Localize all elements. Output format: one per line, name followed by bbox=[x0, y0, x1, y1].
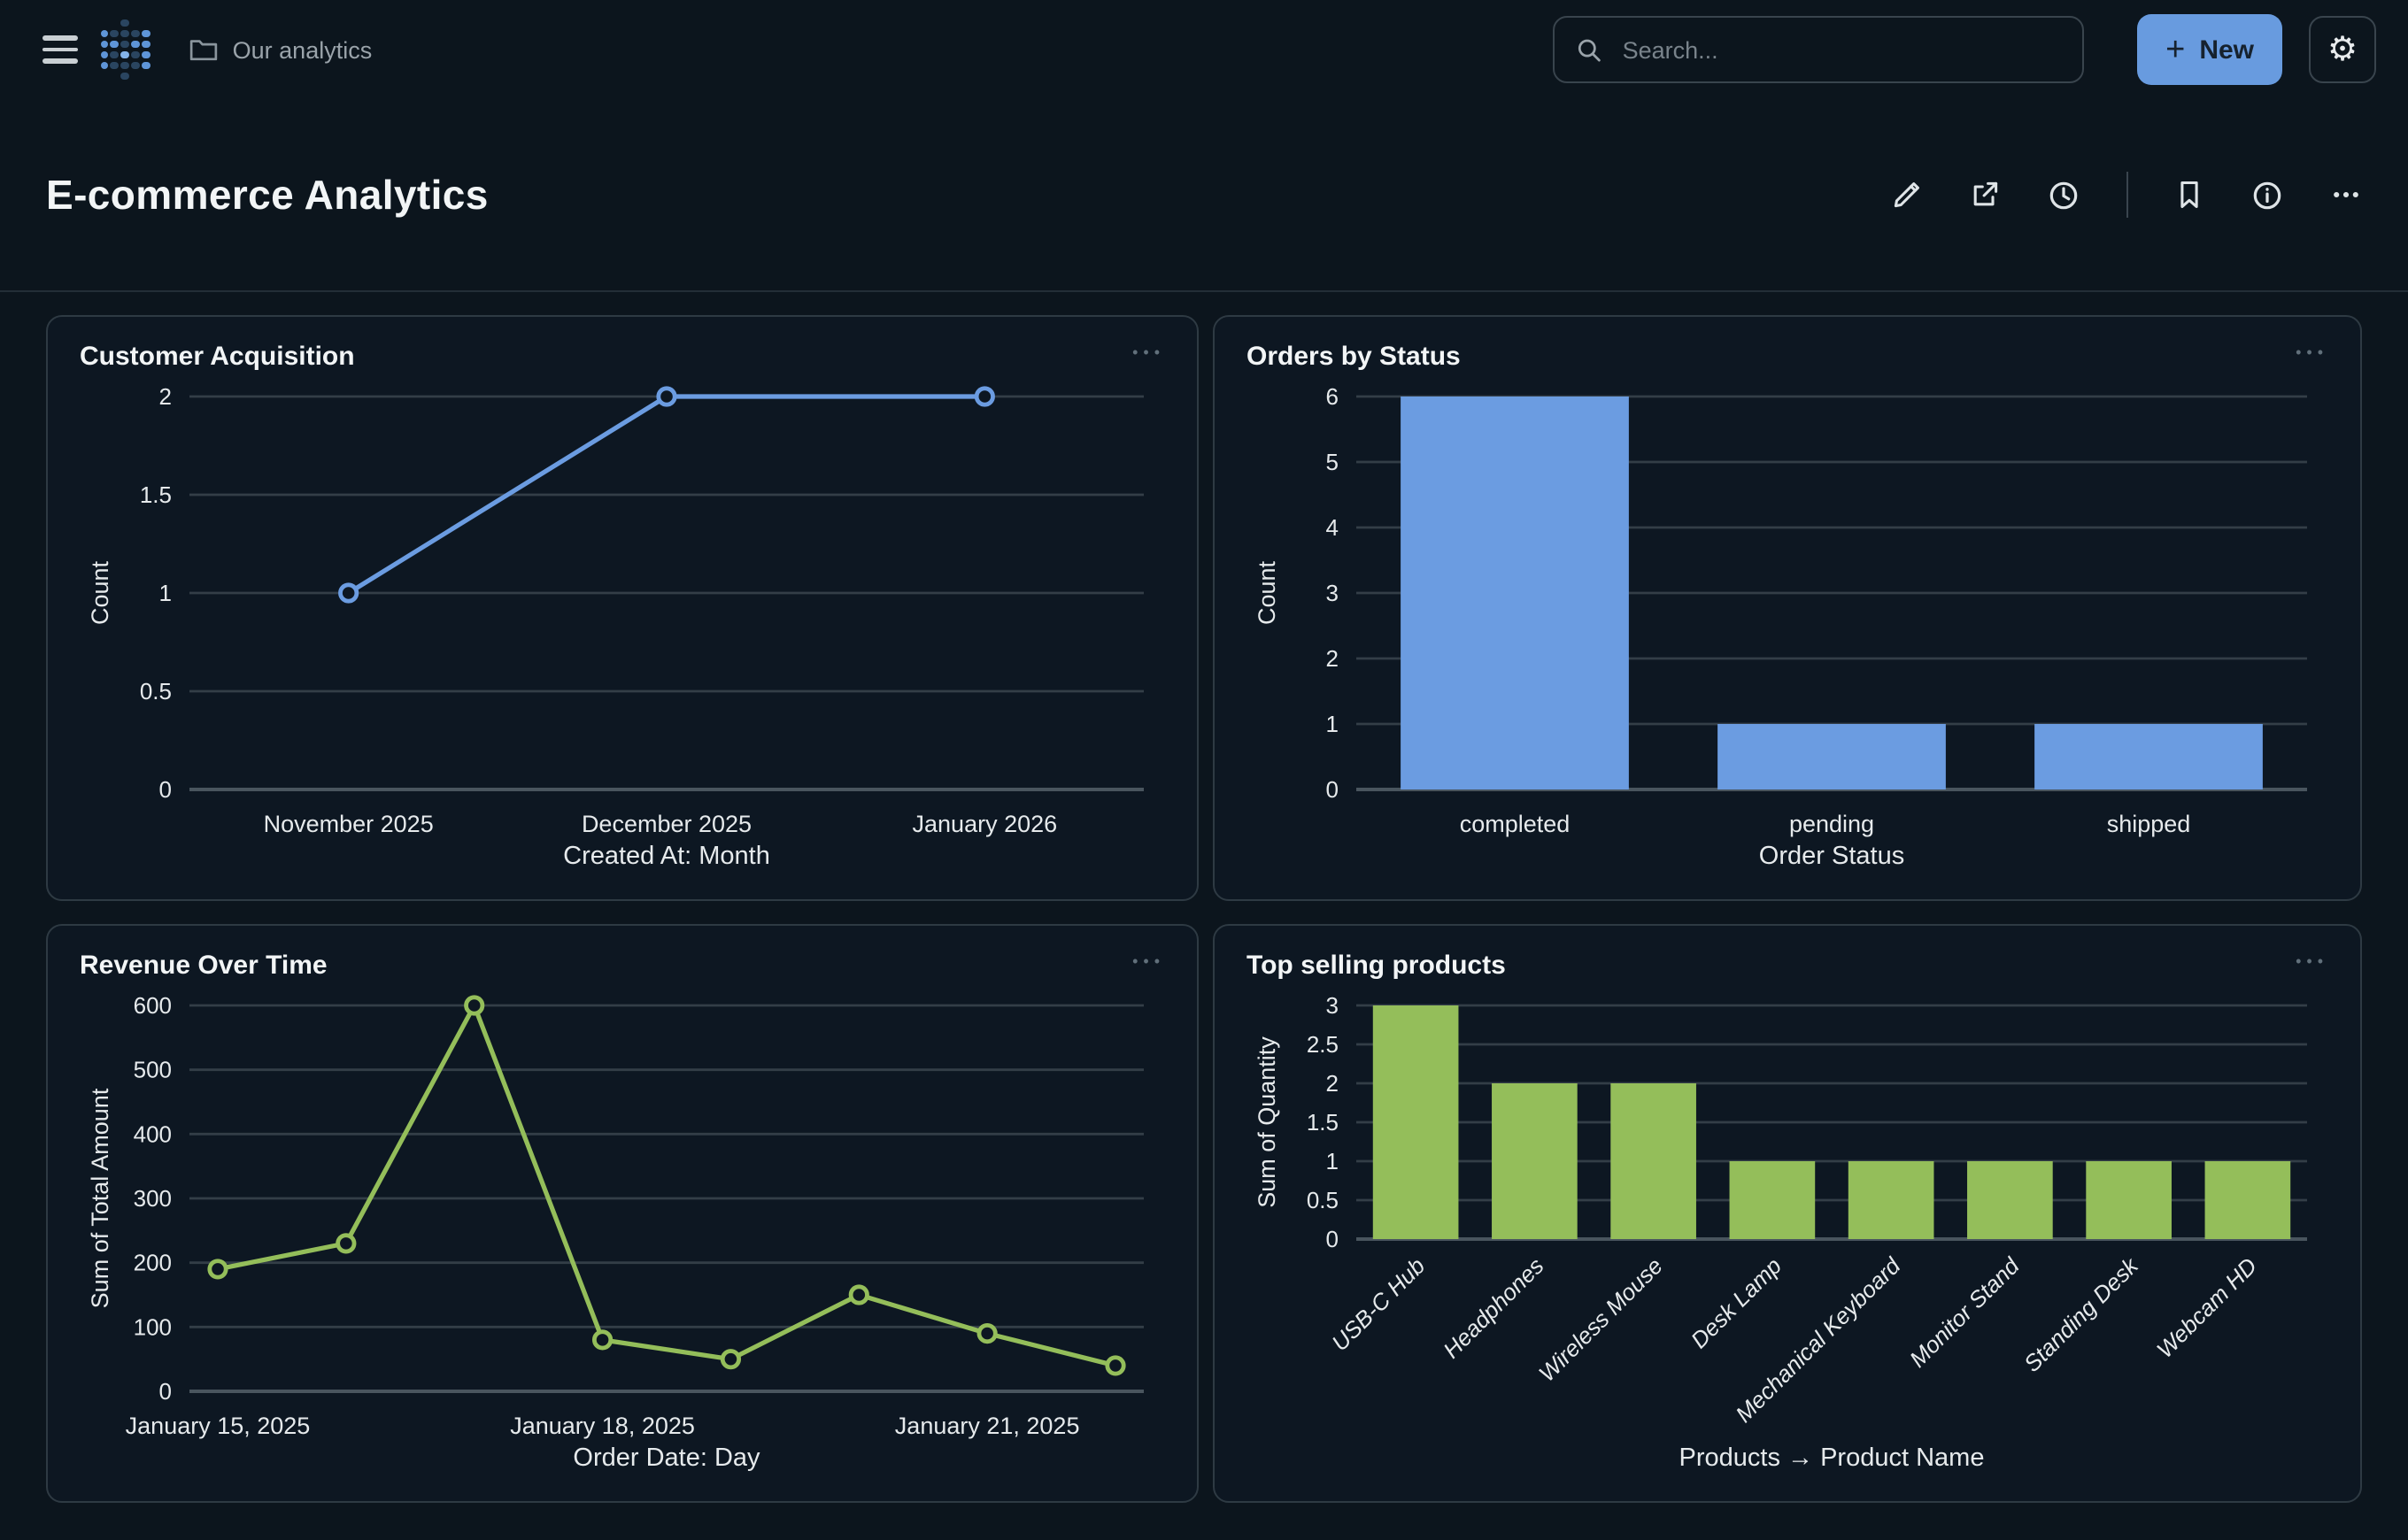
search-icon bbox=[1578, 38, 1601, 61]
top-navigation-bar: Our analytics + New ⚙ bbox=[0, 0, 2408, 99]
svg-text:Count: Count bbox=[87, 560, 113, 625]
svg-text:0: 0 bbox=[159, 1378, 172, 1405]
svg-text:1: 1 bbox=[1326, 1148, 1339, 1174]
dashboard-header: E-commerce Analytics bbox=[0, 99, 2408, 292]
svg-text:January 18, 2025: January 18, 2025 bbox=[510, 1413, 695, 1439]
card-customer-acquisition: Customer Acquisition ••• 0 0.5 1 1.5 2 Count C… bbox=[46, 315, 1199, 901]
svg-text:2: 2 bbox=[159, 383, 172, 410]
breadcrumb-label: Our analytics bbox=[232, 36, 373, 63]
svg-text:Sum of Total Amount: Sum of Total Amount bbox=[87, 1088, 113, 1308]
new-button-label: New bbox=[2199, 35, 2254, 65]
svg-text:Standing Desk: Standing Desk bbox=[2018, 1251, 2144, 1377]
svg-text:Count: Count bbox=[1254, 560, 1280, 625]
card-revenue-over-time: Revenue Over Time ••• 0 100 200 300 400 500 60… bbox=[46, 924, 1199, 1503]
svg-text:November 2025: November 2025 bbox=[264, 811, 434, 837]
clock-icon bbox=[2049, 181, 2078, 209]
dashboard-grid: Customer Acquisition ••• 0 0.5 1 1.5 2 Count C… bbox=[46, 315, 2362, 1503]
page-title[interactable]: E-commerce Analytics bbox=[46, 171, 489, 217]
svg-text:400: 400 bbox=[134, 1120, 172, 1147]
svg-text:300: 300 bbox=[134, 1185, 172, 1212]
card-title: Top selling products bbox=[1246, 951, 1506, 981]
svg-text:Sum of Quantity: Sum of Quantity bbox=[1254, 1036, 1280, 1208]
plus-icon: + bbox=[2165, 31, 2186, 68]
card-title: Customer Acquisition bbox=[80, 342, 355, 372]
svg-text:December 2025: December 2025 bbox=[582, 811, 752, 837]
svg-text:Wireless Mouse: Wireless Mouse bbox=[1533, 1252, 1668, 1387]
svg-text:Monitor Stand: Monitor Stand bbox=[1904, 1251, 2026, 1373]
svg-text:6: 6 bbox=[1326, 383, 1339, 410]
svg-text:shipped: shipped bbox=[2107, 811, 2191, 837]
svg-text:January 2026: January 2026 bbox=[913, 811, 1058, 837]
history-clock-button[interactable] bbox=[2047, 178, 2080, 212]
svg-text:Created At: Month: Created At: Month bbox=[563, 842, 770, 870]
svg-text:Desk Lamp: Desk Lamp bbox=[1686, 1252, 1787, 1353]
svg-text:200: 200 bbox=[134, 1250, 172, 1276]
breadcrumb[interactable]: Our analytics bbox=[190, 36, 373, 63]
new-button[interactable]: + New bbox=[2137, 14, 2282, 85]
folder-icon bbox=[190, 40, 218, 61]
share-export-icon bbox=[1973, 181, 1998, 206]
svg-text:0.5: 0.5 bbox=[140, 678, 172, 705]
orders-by-status-bar-chart[interactable]: 0 1 2 3 4 5 6 Count Order Status completed pending… bbox=[1246, 372, 2328, 882]
more-options-button[interactable] bbox=[2330, 179, 2362, 211]
svg-text:Products → Product Name: Products → Product Name bbox=[1679, 1444, 1985, 1472]
svg-text:100: 100 bbox=[134, 1313, 172, 1340]
gear-icon: ⚙ bbox=[2327, 31, 2358, 68]
revenue-over-time-line-chart[interactable]: 0 100 200 300 400 500 600 Sum of Total Amount Or… bbox=[80, 981, 1165, 1483]
bookmark-icon bbox=[2180, 181, 2198, 209]
bookmark-button[interactable] bbox=[2174, 179, 2204, 211]
top-selling-products-bar-chart[interactable]: 0 0.5 1 1.5 2 2.5 3 Sum of Quantity Products → P… bbox=[1246, 981, 2328, 1483]
svg-text:1: 1 bbox=[1326, 711, 1339, 737]
svg-text:2: 2 bbox=[1326, 1070, 1339, 1097]
card-menu-button[interactable]: ••• bbox=[2296, 952, 2328, 970]
svg-text:500: 500 bbox=[134, 1057, 172, 1083]
toolbar-divider bbox=[2126, 172, 2128, 218]
svg-text:0: 0 bbox=[1326, 776, 1339, 803]
card-top-selling-products: Top selling products ••• 0 0.5 1 1.5 2 2.5 3 Su… bbox=[1213, 924, 2362, 1503]
svg-text:600: 600 bbox=[134, 992, 172, 1019]
search-box[interactable] bbox=[1553, 16, 2085, 83]
sidebar-toggle-icon[interactable] bbox=[42, 35, 78, 64]
sharing-button[interactable] bbox=[1969, 179, 2001, 211]
svg-text:0: 0 bbox=[159, 776, 172, 803]
svg-text:January 21, 2025: January 21, 2025 bbox=[895, 1413, 1080, 1439]
metabase-logo-icon[interactable] bbox=[99, 19, 151, 81]
card-title: Orders by Status bbox=[1246, 342, 1461, 372]
svg-text:4: 4 bbox=[1326, 514, 1339, 541]
svg-text:Order Date: Day: Order Date: Day bbox=[573, 1444, 760, 1472]
svg-text:pending: pending bbox=[1789, 811, 1874, 837]
ellipsis-icon bbox=[2334, 191, 2358, 198]
svg-text:USB-C Hub: USB-C Hub bbox=[1326, 1252, 1430, 1356]
svg-text:Webcam HD: Webcam HD bbox=[2151, 1252, 2262, 1363]
svg-text:1.5: 1.5 bbox=[1307, 1109, 1339, 1136]
card-orders-by-status: Orders by Status ••• 0 1 2 3 4 5 6 Count Order S… bbox=[1213, 315, 2362, 901]
customer-acquisition-line-chart[interactable]: 0 0.5 1 1.5 2 Count Created At: Month November … bbox=[80, 372, 1165, 882]
card-title: Revenue Over Time bbox=[80, 951, 328, 981]
svg-text:3: 3 bbox=[1326, 992, 1339, 1019]
info-icon bbox=[2253, 181, 2281, 209]
card-menu-button[interactable]: ••• bbox=[1132, 952, 1165, 970]
card-menu-button[interactable]: ••• bbox=[2296, 343, 2328, 361]
edit-dashboard-button[interactable] bbox=[1891, 179, 1923, 211]
search-input[interactable] bbox=[1618, 35, 2062, 65]
svg-text:completed: completed bbox=[1460, 811, 1571, 837]
svg-text:1: 1 bbox=[159, 580, 172, 606]
svg-text:Headphones: Headphones bbox=[1438, 1252, 1548, 1363]
svg-text:January 15, 2025: January 15, 2025 bbox=[126, 1413, 311, 1439]
svg-text:3: 3 bbox=[1326, 580, 1339, 606]
settings-gear-button[interactable]: ⚙ bbox=[2309, 16, 2376, 83]
pencil-icon bbox=[1894, 182, 1919, 208]
svg-text:0: 0 bbox=[1326, 1226, 1339, 1252]
svg-text:0.5: 0.5 bbox=[1307, 1187, 1339, 1213]
svg-text:Order Status: Order Status bbox=[1759, 842, 1904, 870]
svg-text:5: 5 bbox=[1326, 449, 1339, 475]
svg-text:2.5: 2.5 bbox=[1307, 1031, 1339, 1058]
svg-text:1.5: 1.5 bbox=[140, 481, 172, 508]
svg-text:2: 2 bbox=[1326, 645, 1339, 672]
card-menu-button[interactable]: ••• bbox=[1132, 343, 1165, 361]
info-button[interactable] bbox=[2250, 178, 2284, 212]
